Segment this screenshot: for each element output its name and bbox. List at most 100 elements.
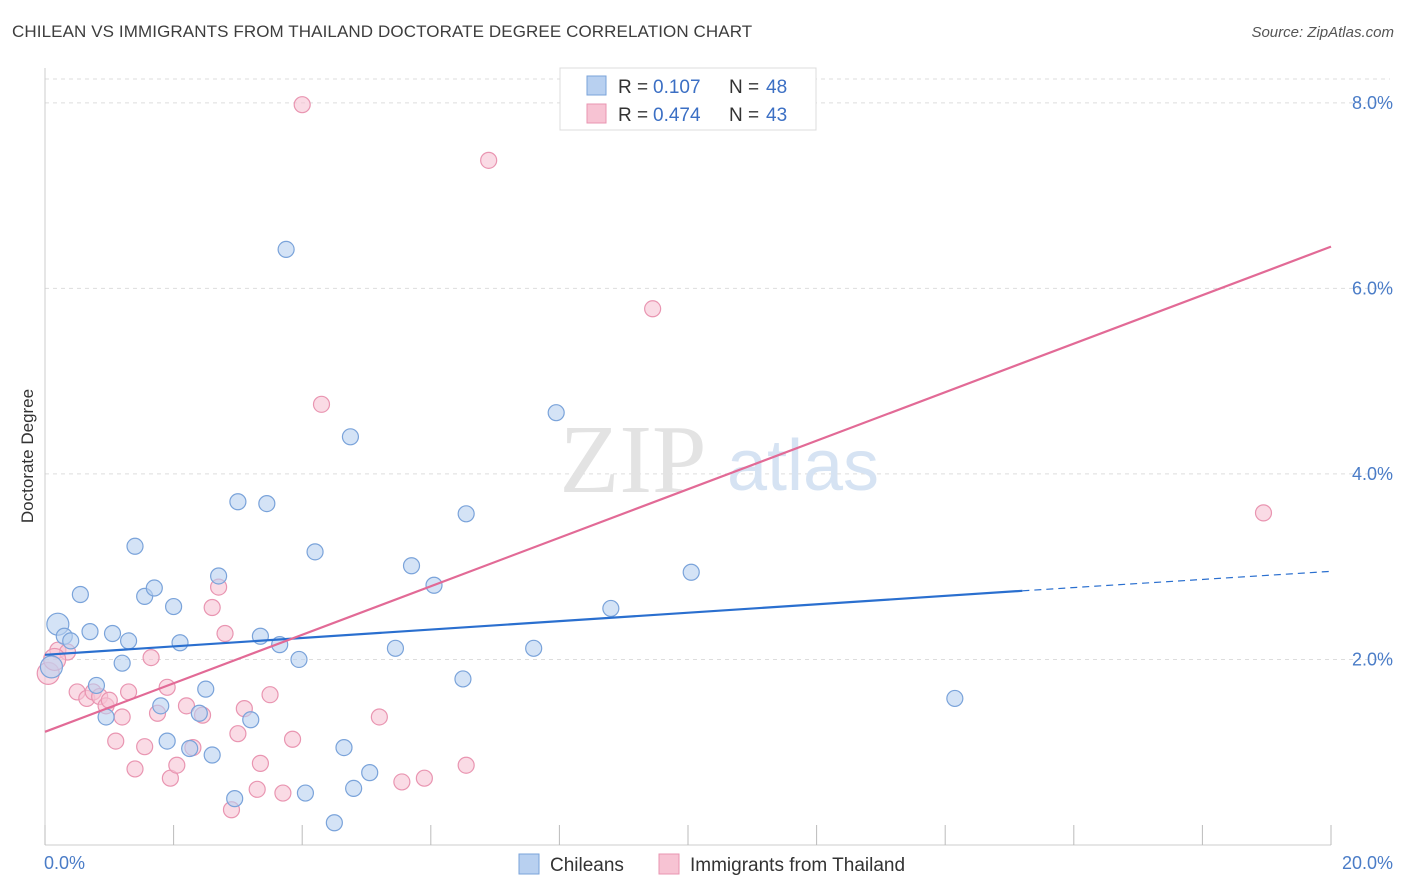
chileans-point xyxy=(602,599,620,618)
thailand-point xyxy=(480,151,498,169)
bottom-legend-swatch-chileans xyxy=(518,853,540,875)
tick-labels: 2.0% 4.0% 6.0% 8.0% 0.0% 20.0% xyxy=(44,93,1393,873)
thailand-point xyxy=(177,697,196,715)
chileans-point xyxy=(296,784,315,802)
chileans-point xyxy=(119,632,138,650)
thailand-point xyxy=(312,395,331,413)
bottom-legend: Chileans Immigrants from Thailand xyxy=(518,853,905,876)
thailand-point xyxy=(229,725,247,743)
chileans-point xyxy=(210,567,228,585)
chileans-trend-line xyxy=(44,589,1023,656)
chileans-point xyxy=(402,557,421,575)
x-tick-label-min: 0.0% xyxy=(44,853,85,873)
chileans-point xyxy=(152,697,170,715)
chileans-point xyxy=(325,814,343,832)
chileans-point xyxy=(181,739,199,758)
chileans-point xyxy=(39,655,64,679)
watermark-zip: ZIP xyxy=(560,406,707,514)
y-axis-label: Doctorate Degree xyxy=(18,389,37,523)
chileans-point xyxy=(165,597,183,616)
y-tick-label: 8.0% xyxy=(1352,93,1393,113)
chileans-point xyxy=(145,579,163,597)
legend-n-value-1: 48 xyxy=(766,77,787,98)
thailand-point xyxy=(457,756,475,774)
series-chileans-points xyxy=(39,240,964,832)
thailand-point xyxy=(126,760,144,778)
chileans-point xyxy=(71,585,89,604)
chileans-point xyxy=(126,537,144,555)
chileans-point xyxy=(306,543,324,561)
legend-r-value-1: 0.107 xyxy=(653,77,701,98)
legend-n-value-2: 43 xyxy=(766,105,787,126)
chileans-point xyxy=(171,634,189,652)
thailand-point xyxy=(644,300,662,318)
thailand-point xyxy=(261,686,279,704)
chileans-point xyxy=(87,676,106,695)
chileans-point xyxy=(457,505,475,523)
chileans-point xyxy=(682,563,700,581)
thailand-point xyxy=(168,756,186,774)
thailand-point xyxy=(370,708,388,726)
legend-n-label-1: N = xyxy=(729,77,759,98)
chileans-point xyxy=(203,746,221,764)
chileans-point xyxy=(190,704,208,722)
thailand-point xyxy=(415,769,433,787)
bottom-legend-swatch-thailand xyxy=(658,853,680,875)
chileans-point xyxy=(113,654,131,672)
y-tick-label: 4.0% xyxy=(1352,464,1393,484)
chileans-point xyxy=(386,639,405,657)
thailand-point xyxy=(142,649,160,667)
legend-r-value-2: 0.474 xyxy=(653,105,701,126)
chileans-point xyxy=(226,790,244,808)
y-tick-label: 2.0% xyxy=(1352,649,1393,669)
chileans-point xyxy=(946,689,964,708)
legend-n-label-2: N = xyxy=(729,105,759,126)
chileans-point xyxy=(229,493,247,511)
thailand-point xyxy=(107,732,125,750)
chileans-point xyxy=(335,738,353,757)
chileans-point xyxy=(525,639,543,657)
chileans-point xyxy=(81,623,99,641)
chileans-point xyxy=(361,764,379,782)
chileans-point xyxy=(547,404,565,422)
chileans-point xyxy=(345,779,363,798)
chart-source: Source: ZipAtlas.com xyxy=(1251,24,1394,41)
thailand-point xyxy=(1254,504,1273,522)
bottom-legend-thailand: Immigrants from Thailand xyxy=(690,855,905,876)
chileans-point xyxy=(290,650,308,669)
thailand-point xyxy=(283,730,302,748)
thailand-point xyxy=(293,96,311,114)
legend: R = 0.107 N = 48 R = 0.474 N = 43 xyxy=(559,67,817,131)
thailand-point xyxy=(393,773,411,791)
thailand-point xyxy=(203,598,221,617)
thailand-point xyxy=(248,780,266,798)
thailand-point xyxy=(136,738,154,756)
legend-r-label-1: R = xyxy=(618,77,648,98)
watermark: ZIP atlas xyxy=(560,406,880,514)
x-tick-label-max: 20.0% xyxy=(1342,853,1393,873)
chileans-point xyxy=(103,624,122,643)
thailand-point xyxy=(274,784,292,802)
chileans-point xyxy=(341,428,360,446)
chileans-point xyxy=(158,732,176,750)
gridlines xyxy=(45,78,1390,660)
chileans-point xyxy=(258,495,276,513)
chileans-point xyxy=(242,711,260,729)
thailand-point xyxy=(251,754,270,772)
thailand-point xyxy=(113,708,131,726)
axes xyxy=(44,68,1332,846)
y-tick-label: 6.0% xyxy=(1352,278,1393,298)
chileans-point xyxy=(454,670,472,688)
chileans-trend-extension xyxy=(1022,570,1332,592)
thailand-point xyxy=(216,624,234,643)
thailand-trend-line xyxy=(44,245,1332,733)
chileans-point xyxy=(277,240,295,259)
legend-r-label-2: R = xyxy=(618,105,648,126)
trend-lines xyxy=(44,245,1332,733)
legend-swatch-thailand xyxy=(586,103,607,124)
chart-title: CHILEAN VS IMMIGRANTS FROM THAILAND DOCT… xyxy=(12,22,753,41)
chileans-point xyxy=(62,632,80,650)
bottom-legend-chileans: Chileans xyxy=(550,855,624,876)
chileans-point xyxy=(197,680,215,698)
